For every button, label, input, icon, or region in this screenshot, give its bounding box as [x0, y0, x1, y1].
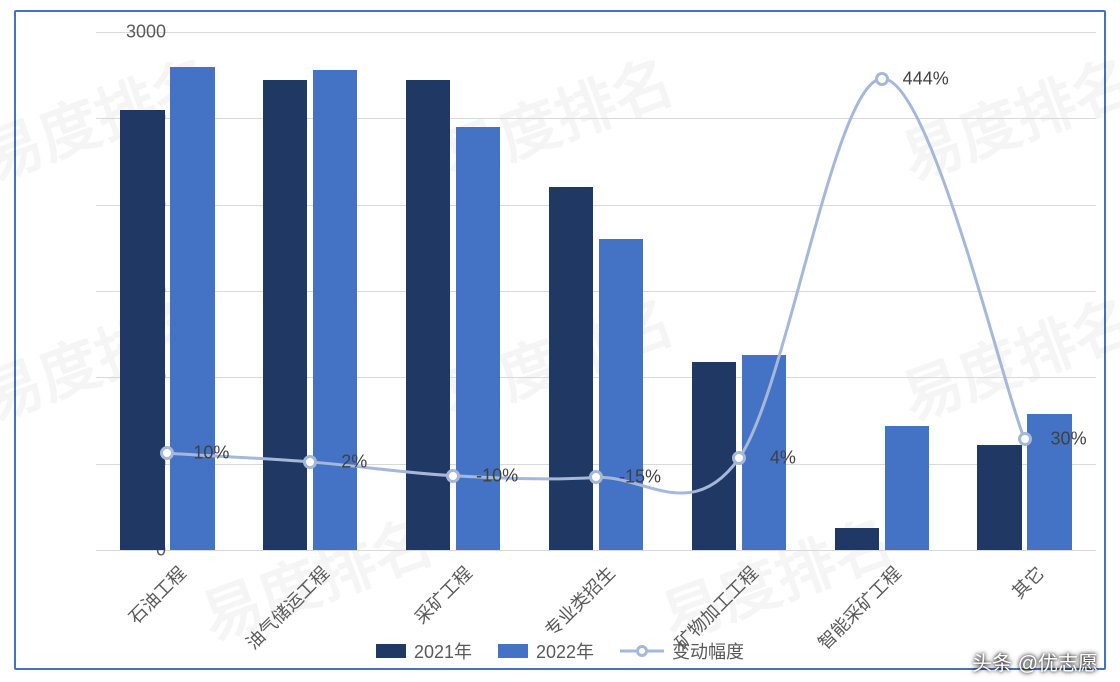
bar: [692, 362, 736, 550]
bar: [170, 67, 214, 550]
legend-label: 2021年: [414, 638, 472, 664]
legend-label: 2022年: [536, 638, 594, 664]
legend-item-2022: 2022年: [498, 638, 594, 664]
bar: [120, 110, 164, 550]
bar: [313, 70, 357, 550]
line-marker: [446, 469, 460, 483]
bar: [549, 187, 593, 550]
line-marker: [303, 455, 317, 469]
line-marker: [1018, 432, 1032, 446]
bar: [977, 445, 1021, 550]
bar: [456, 127, 500, 550]
line-marker: [160, 446, 174, 460]
x-tick-label: 其它: [1005, 560, 1049, 604]
line-marker: [875, 72, 889, 86]
data-label: 2%: [341, 451, 367, 472]
attribution-text: 头条 @优志愿: [972, 647, 1098, 676]
legend: 2021年 2022年 变动幅度: [16, 634, 1104, 668]
x-tick-label: 采矿工程: [408, 560, 477, 629]
data-label: 30%: [1051, 429, 1087, 450]
plot-area: 05001000150020002500300010%2%-10%-15%4%4…: [96, 32, 1096, 550]
line-marker: [589, 470, 603, 484]
data-label: -10%: [476, 465, 518, 486]
data-label: -15%: [619, 467, 661, 488]
bar: [599, 239, 643, 550]
legend-swatch: [498, 644, 528, 658]
data-label: 4%: [770, 448, 796, 469]
bar: [885, 426, 929, 550]
legend-swatch: [376, 644, 406, 658]
legend-item-2021: 2021年: [376, 638, 472, 664]
data-label: 10%: [193, 443, 229, 464]
bar: [263, 80, 307, 550]
data-label: 444%: [903, 68, 949, 89]
bar: [835, 528, 879, 550]
x-tick-label: 石油工程: [123, 560, 192, 629]
legend-swatch: [620, 644, 664, 658]
line-marker: [732, 451, 746, 465]
gridline: [96, 550, 1096, 551]
bar: [406, 80, 450, 550]
x-tick-label: 专业类招生: [538, 560, 620, 642]
chart-frame: 易度排名 易度排名 易度排名 易度排名 易度排名 易度排名 易度排名 易度排名 …: [14, 10, 1106, 670]
